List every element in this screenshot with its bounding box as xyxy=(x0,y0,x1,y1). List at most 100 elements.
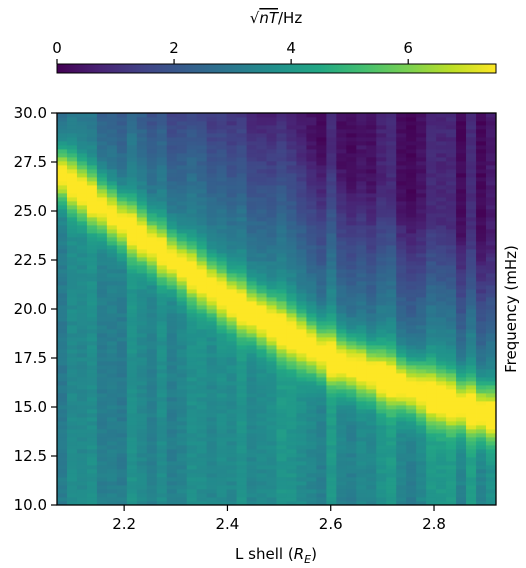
heatmap-cell xyxy=(77,465,87,469)
heatmap-cell xyxy=(446,321,456,325)
heatmap-cell xyxy=(147,113,157,117)
heatmap-cell xyxy=(486,277,496,281)
heatmap-cell xyxy=(127,365,137,369)
heatmap-cell xyxy=(137,305,147,309)
heatmap-cell xyxy=(167,217,177,221)
heatmap-cell xyxy=(227,129,237,133)
heatmap-cell xyxy=(456,377,466,381)
heatmap-cell xyxy=(406,369,416,373)
heatmap-cell xyxy=(366,329,376,333)
heatmap-cell xyxy=(286,281,296,285)
heatmap-cell xyxy=(197,297,207,301)
heatmap-cell xyxy=(436,373,446,377)
heatmap-cell xyxy=(396,345,406,349)
heatmap-cell xyxy=(326,493,336,497)
heatmap-cell xyxy=(426,173,436,177)
heatmap-cell xyxy=(436,173,446,177)
heatmap-cell xyxy=(117,429,127,433)
heatmap-cell xyxy=(466,121,476,125)
heatmap-cell xyxy=(257,469,267,473)
heatmap-cell xyxy=(127,405,137,409)
heatmap-cell xyxy=(306,221,316,225)
heatmap-cell xyxy=(237,397,247,401)
heatmap-cell xyxy=(416,121,426,125)
heatmap-cell xyxy=(316,457,326,461)
heatmap-cell xyxy=(466,181,476,185)
heatmap-cell xyxy=(446,353,456,357)
heatmap-cell xyxy=(77,221,87,225)
heatmap-cell xyxy=(117,193,127,197)
heatmap-cell xyxy=(466,305,476,309)
heatmap-cell xyxy=(306,341,316,345)
heatmap-cell xyxy=(197,153,207,157)
heatmap-cell xyxy=(456,205,466,209)
heatmap-cell xyxy=(376,137,386,141)
heatmap-cell xyxy=(326,217,336,221)
heatmap-cell xyxy=(77,397,87,401)
heatmap-cell xyxy=(57,117,67,121)
heatmap-cell xyxy=(336,225,346,229)
heatmap-cell xyxy=(396,221,406,225)
heatmap-cell xyxy=(456,113,466,117)
heatmap-cell xyxy=(57,225,67,229)
heatmap-cell xyxy=(316,113,326,117)
heatmap-cell xyxy=(157,461,167,465)
heatmap-cell xyxy=(77,469,87,473)
heatmap-cell xyxy=(466,233,476,237)
heatmap-cell xyxy=(157,421,167,425)
heatmap-cell xyxy=(486,377,496,381)
heatmap-cell xyxy=(316,257,326,261)
heatmap-cell xyxy=(296,289,306,293)
heatmap-cell xyxy=(356,177,366,181)
heatmap-cell xyxy=(167,169,177,173)
heatmap-cell xyxy=(336,141,346,145)
heatmap-cell xyxy=(267,417,277,421)
heatmap-cell xyxy=(87,417,97,421)
heatmap-cell xyxy=(247,369,257,373)
heatmap-cell xyxy=(187,177,197,181)
heatmap-cell xyxy=(396,229,406,233)
heatmap-cell xyxy=(227,441,237,445)
heatmap-cell xyxy=(87,213,97,217)
heatmap-cell xyxy=(476,237,486,241)
heatmap-cell xyxy=(87,125,97,129)
heatmap-cell xyxy=(326,417,336,421)
heatmap-cell xyxy=(87,357,97,361)
heatmap-cell xyxy=(237,173,247,177)
heatmap-cell xyxy=(326,285,336,289)
heatmap-cell xyxy=(137,381,147,385)
heatmap-cell xyxy=(376,397,386,401)
heatmap-cell xyxy=(207,349,217,353)
heatmap-cell xyxy=(356,209,366,213)
heatmap-cell xyxy=(416,301,426,305)
heatmap-cell xyxy=(107,213,117,217)
heatmap-cell xyxy=(436,349,446,353)
heatmap-cell xyxy=(107,405,117,409)
heatmap-cell xyxy=(456,489,466,493)
heatmap-cell xyxy=(167,261,177,265)
heatmap-cell xyxy=(247,197,257,201)
heatmap-cell xyxy=(346,333,356,337)
heatmap-cell xyxy=(356,477,366,481)
heatmap-cell xyxy=(97,265,107,269)
heatmap-cell xyxy=(137,413,147,417)
heatmap-cell xyxy=(157,153,167,157)
heatmap-cell xyxy=(346,477,356,481)
heatmap-cell xyxy=(416,253,426,257)
heatmap-cell xyxy=(97,289,107,293)
heatmap-cell xyxy=(127,129,137,133)
heatmap-cell xyxy=(466,409,476,413)
heatmap-cell xyxy=(336,181,346,185)
heatmap-cell xyxy=(396,185,406,189)
heatmap-cell xyxy=(446,273,456,277)
heatmap-cell xyxy=(87,341,97,345)
heatmap-cell xyxy=(316,393,326,397)
heatmap-cell xyxy=(366,381,376,385)
heatmap-cell xyxy=(197,393,207,397)
heatmap-cell xyxy=(456,329,466,333)
heatmap-cell xyxy=(296,353,306,357)
heatmap-cell xyxy=(267,217,277,221)
heatmap-cell xyxy=(57,461,67,465)
heatmap-cell xyxy=(257,333,267,337)
heatmap-cell xyxy=(77,369,87,373)
